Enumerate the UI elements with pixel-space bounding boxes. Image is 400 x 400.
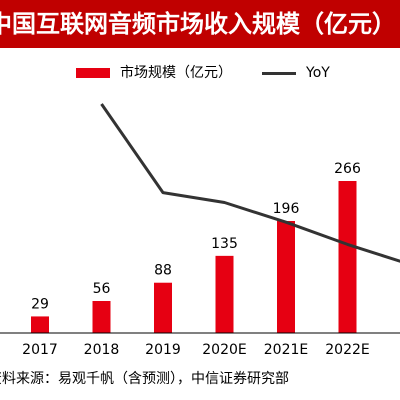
source-note: 资料来源：易观千帆（含预测），中信证券研究部 bbox=[0, 371, 289, 387]
bar-value-label: 135 bbox=[211, 236, 238, 252]
legend-label-yoy: YoY bbox=[306, 65, 330, 81]
bar-value-label: 196 bbox=[273, 201, 300, 217]
x-tick-label: 2020E bbox=[202, 342, 246, 358]
bar bbox=[92, 301, 111, 333]
x-tick-label: 2021E bbox=[264, 342, 308, 358]
legend-swatch-bar bbox=[76, 68, 110, 78]
bar bbox=[215, 255, 234, 333]
legend-swatch-line bbox=[262, 72, 296, 75]
bar bbox=[31, 316, 49, 333]
x-tick-label: 2022E bbox=[325, 342, 369, 358]
bar-value-label: 88 bbox=[154, 263, 172, 279]
bar bbox=[277, 221, 295, 333]
bar bbox=[338, 181, 357, 333]
bar-value-label: 56 bbox=[93, 281, 111, 297]
chart-title: 中国互联网音频市场收入规模（亿元） bbox=[0, 0, 400, 48]
legend-label-market-size: 市场规模（亿元） bbox=[120, 65, 232, 81]
bar-value-label: 29 bbox=[31, 296, 49, 312]
x-tick-label: 2019 bbox=[145, 342, 181, 358]
x-tick-label: 2018 bbox=[84, 342, 120, 358]
yoy-line bbox=[100, 103, 400, 263]
x-tick-label: 2017 bbox=[22, 342, 58, 358]
bar bbox=[154, 282, 172, 333]
legend: 市场规模（亿元） YoY bbox=[0, 58, 400, 88]
bar-value-label: 266 bbox=[334, 161, 361, 177]
